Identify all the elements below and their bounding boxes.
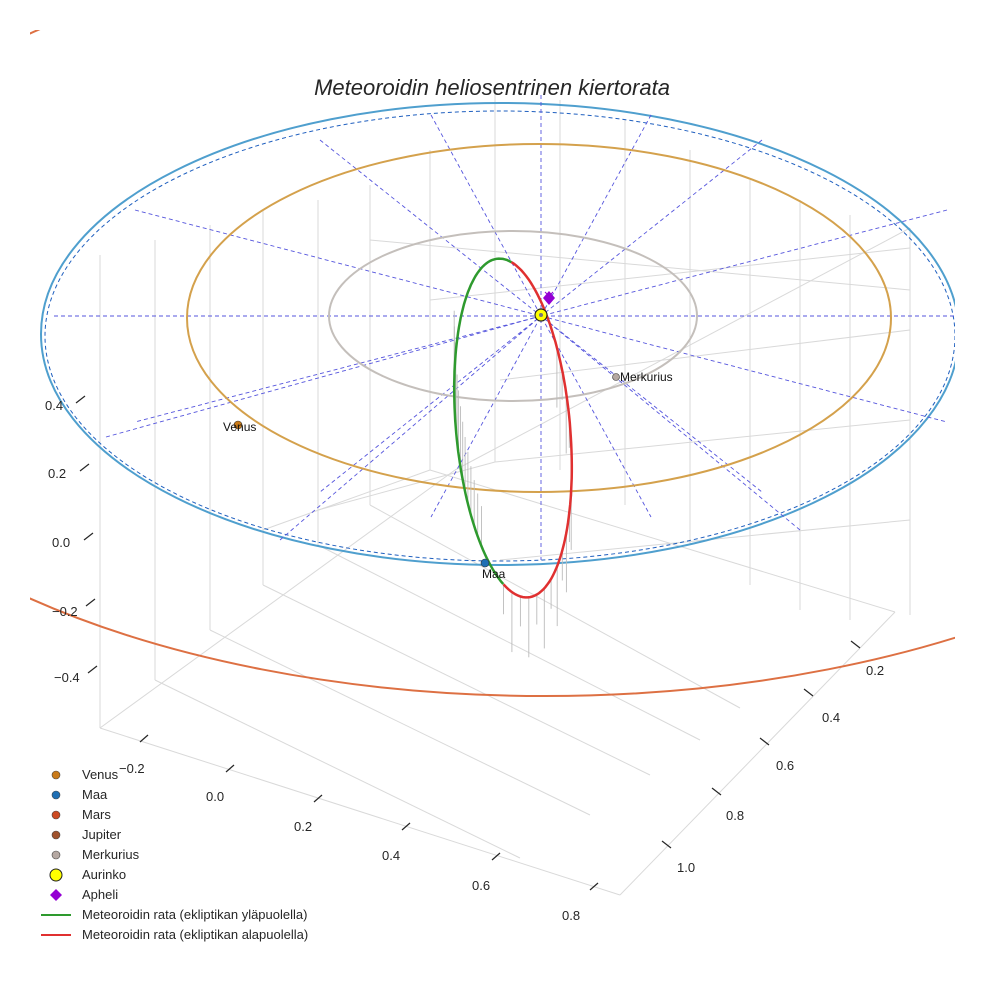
x-tick-label: 0.8 bbox=[562, 908, 580, 923]
x-tick-mark bbox=[139, 734, 149, 743]
z-tick-label: 0.4 bbox=[45, 398, 63, 413]
sun-core bbox=[539, 313, 543, 317]
grid-line bbox=[99, 727, 621, 896]
z-tick-label: −0.4 bbox=[54, 670, 80, 685]
legend-label: Meteoroidin rata (ekliptikan yläpuolella… bbox=[82, 907, 307, 922]
grid-line bbox=[154, 679, 521, 859]
legend-entry: Meteoroidin rata (ekliptikan yläpuolella… bbox=[41, 907, 307, 922]
legend-entry: Meteoroidin rata (ekliptikan alapuolella… bbox=[41, 927, 308, 942]
y-tick-label: 0.4 bbox=[822, 710, 840, 725]
x-tick-mark bbox=[491, 852, 501, 861]
y-tick-mark bbox=[803, 688, 814, 697]
legend-marker bbox=[51, 830, 61, 840]
z-tick-label: −0.2 bbox=[52, 604, 78, 619]
meteoroid-orbit-below bbox=[502, 261, 574, 599]
grid-line bbox=[262, 584, 651, 776]
legend-entry: Merkurius bbox=[51, 847, 140, 862]
grid-line bbox=[369, 504, 741, 709]
earth-label: Maa bbox=[482, 567, 506, 581]
legend-entry: Venus bbox=[51, 767, 119, 782]
x-tick-label: 0.6 bbox=[472, 878, 490, 893]
legend-label: Mars bbox=[82, 807, 111, 822]
earth-orbit bbox=[40, 102, 955, 566]
legend-entry: Maa bbox=[51, 787, 108, 802]
y-tick-mark bbox=[759, 737, 770, 746]
legend-entry: Mars bbox=[51, 807, 111, 822]
grid-line bbox=[429, 469, 896, 613]
axis-ticks: −0.2 0.0 0.2 0.4 0.6 0.8 0.2 0.4 0.6 0.8 1.0 0.4 0.2… bbox=[45, 395, 884, 923]
grid-line bbox=[369, 239, 911, 291]
grid-line bbox=[619, 611, 896, 896]
ecliptic-spoke bbox=[279, 315, 542, 541]
legend-marker bbox=[51, 790, 61, 800]
x-tick-label: 0.0 bbox=[206, 789, 224, 804]
x-tick-mark bbox=[313, 794, 323, 803]
venus-marker bbox=[233, 420, 243, 430]
legend-label: Merkurius bbox=[82, 847, 140, 862]
y-tick-mark bbox=[711, 787, 722, 796]
x-tick-mark bbox=[589, 882, 599, 891]
z-tick-label: 0.2 bbox=[48, 466, 66, 481]
legend-label: Meteoroidin rata (ekliptikan alapuolella… bbox=[82, 927, 308, 942]
drop-lines bbox=[453, 310, 573, 658]
ecliptic-spoke bbox=[430, 114, 652, 518]
legend-label: Venus bbox=[82, 767, 119, 782]
ecliptic-spoke bbox=[105, 315, 542, 438]
x-tick-mark bbox=[401, 822, 411, 831]
legend-marker bbox=[50, 889, 62, 901]
y-tick-mark bbox=[850, 640, 861, 649]
grid-line bbox=[499, 329, 911, 381]
chart-title: Meteoroidin heliosentrinen kiertorata bbox=[314, 75, 670, 100]
y-tick-mark bbox=[661, 840, 672, 849]
grid-line bbox=[494, 419, 911, 463]
grid-line bbox=[317, 544, 701, 741]
legend-entry: Jupiter bbox=[51, 827, 122, 842]
z-tick-mark bbox=[75, 395, 86, 404]
z-tick-mark bbox=[79, 463, 90, 472]
legend-entry: Aurinko bbox=[49, 867, 126, 882]
aphelion-marker bbox=[543, 291, 555, 305]
x-tick-label: 0.2 bbox=[294, 819, 312, 834]
legend-label: Jupiter bbox=[82, 827, 122, 842]
y-tick-label: 0.2 bbox=[866, 663, 884, 678]
mercury-marker bbox=[612, 373, 620, 381]
grid-line bbox=[99, 469, 456, 729]
legend-marker bbox=[49, 868, 63, 882]
earth-marker bbox=[480, 558, 490, 568]
legend-marker bbox=[51, 770, 61, 780]
y-tick-label: 1.0 bbox=[677, 860, 695, 875]
z-tick-mark bbox=[83, 532, 94, 541]
x-tick-label: −0.2 bbox=[119, 761, 145, 776]
axes-grid bbox=[99, 90, 911, 896]
legend-label: Aurinko bbox=[82, 867, 126, 882]
aphelion-cross bbox=[544, 291, 554, 301]
meteoroid-orbit-above bbox=[452, 257, 513, 585]
legend-label: Maa bbox=[82, 787, 108, 802]
mercury-orbit bbox=[328, 230, 698, 402]
legend-marker bbox=[51, 810, 61, 820]
x-tick-label: 0.4 bbox=[382, 848, 400, 863]
earth-orbit-dashed bbox=[44, 110, 955, 562]
mars-orbit bbox=[30, 30, 955, 697]
y-tick-label: 0.6 bbox=[776, 758, 794, 773]
venus-label: Venus bbox=[223, 420, 256, 434]
grid-line bbox=[429, 247, 911, 301]
x-tick-mark bbox=[225, 764, 235, 773]
z-tick-label: 0.0 bbox=[52, 535, 70, 550]
grid-line bbox=[209, 629, 591, 816]
venus-orbit bbox=[186, 143, 892, 493]
z-tick-mark bbox=[87, 665, 98, 674]
legend-marker bbox=[51, 850, 61, 860]
ecliptic-spoke bbox=[430, 114, 652, 518]
legend-entry: Apheli bbox=[50, 887, 118, 902]
legend-label: Apheli bbox=[82, 887, 118, 902]
y-tick-label: 0.8 bbox=[726, 808, 744, 823]
grid-line bbox=[262, 469, 431, 531]
legend: Venus Maa Mars Jupiter Merkurius Aurinko Aphel… bbox=[41, 767, 308, 942]
z-tick-mark bbox=[85, 598, 96, 607]
mercury-label: Merkurius bbox=[620, 370, 673, 384]
